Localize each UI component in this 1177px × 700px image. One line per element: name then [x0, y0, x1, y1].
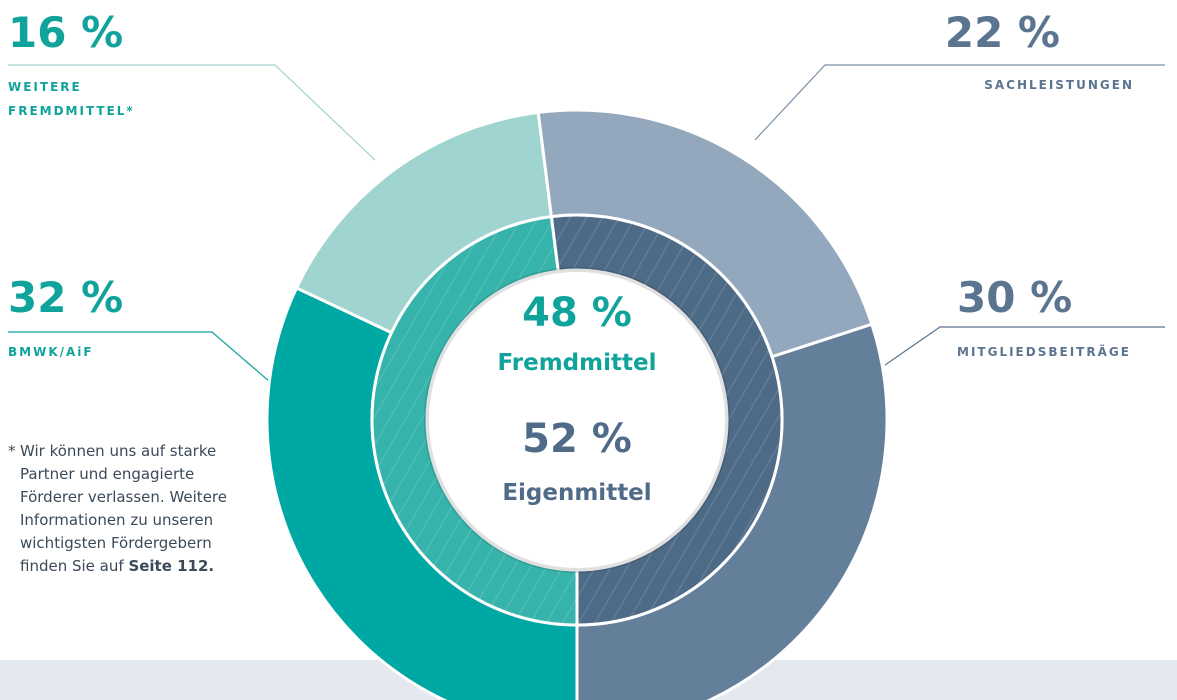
inner-shadow — [424, 267, 730, 573]
leader-line — [8, 331, 271, 383]
hatch-overlay — [551, 215, 782, 625]
leader-line — [754, 64, 1165, 141]
value-label: 32 % — [8, 273, 124, 322]
footnote-text: Wir können uns auf starke Partner und en… — [20, 442, 227, 575]
center-label: Eigenmittel — [502, 480, 651, 506]
leader-lines — [8, 64, 1165, 383]
hatch-overlay — [371, 216, 577, 625]
footnote: * Wir können uns auf starke Partner und e… — [8, 440, 255, 578]
leader-line — [8, 64, 376, 161]
category-label: WEITERE FREMDMITTEL* — [8, 80, 135, 118]
center-label: 48 % — [522, 290, 632, 336]
category-label: SACHLEISTUNGEN — [984, 78, 1134, 92]
center — [429, 272, 725, 568]
footnote-marker: * — [8, 442, 16, 460]
footnote-link: Seite 112. — [128, 557, 215, 575]
center-label: Fremdmittel — [498, 350, 657, 376]
value-label: 30 % — [957, 273, 1073, 322]
value-label: 22 % — [944, 8, 1060, 57]
value-label: 16 % — [8, 8, 124, 57]
rings: 48 % Fremdmittel 52 % Eigenmittel — [265, 108, 889, 700]
category-label: MITGLIEDSBEITRÄGE — [957, 345, 1131, 359]
center-label: 52 % — [522, 416, 632, 462]
category-label: BMWK/AiF — [8, 345, 94, 359]
leader-line — [884, 326, 1165, 366]
